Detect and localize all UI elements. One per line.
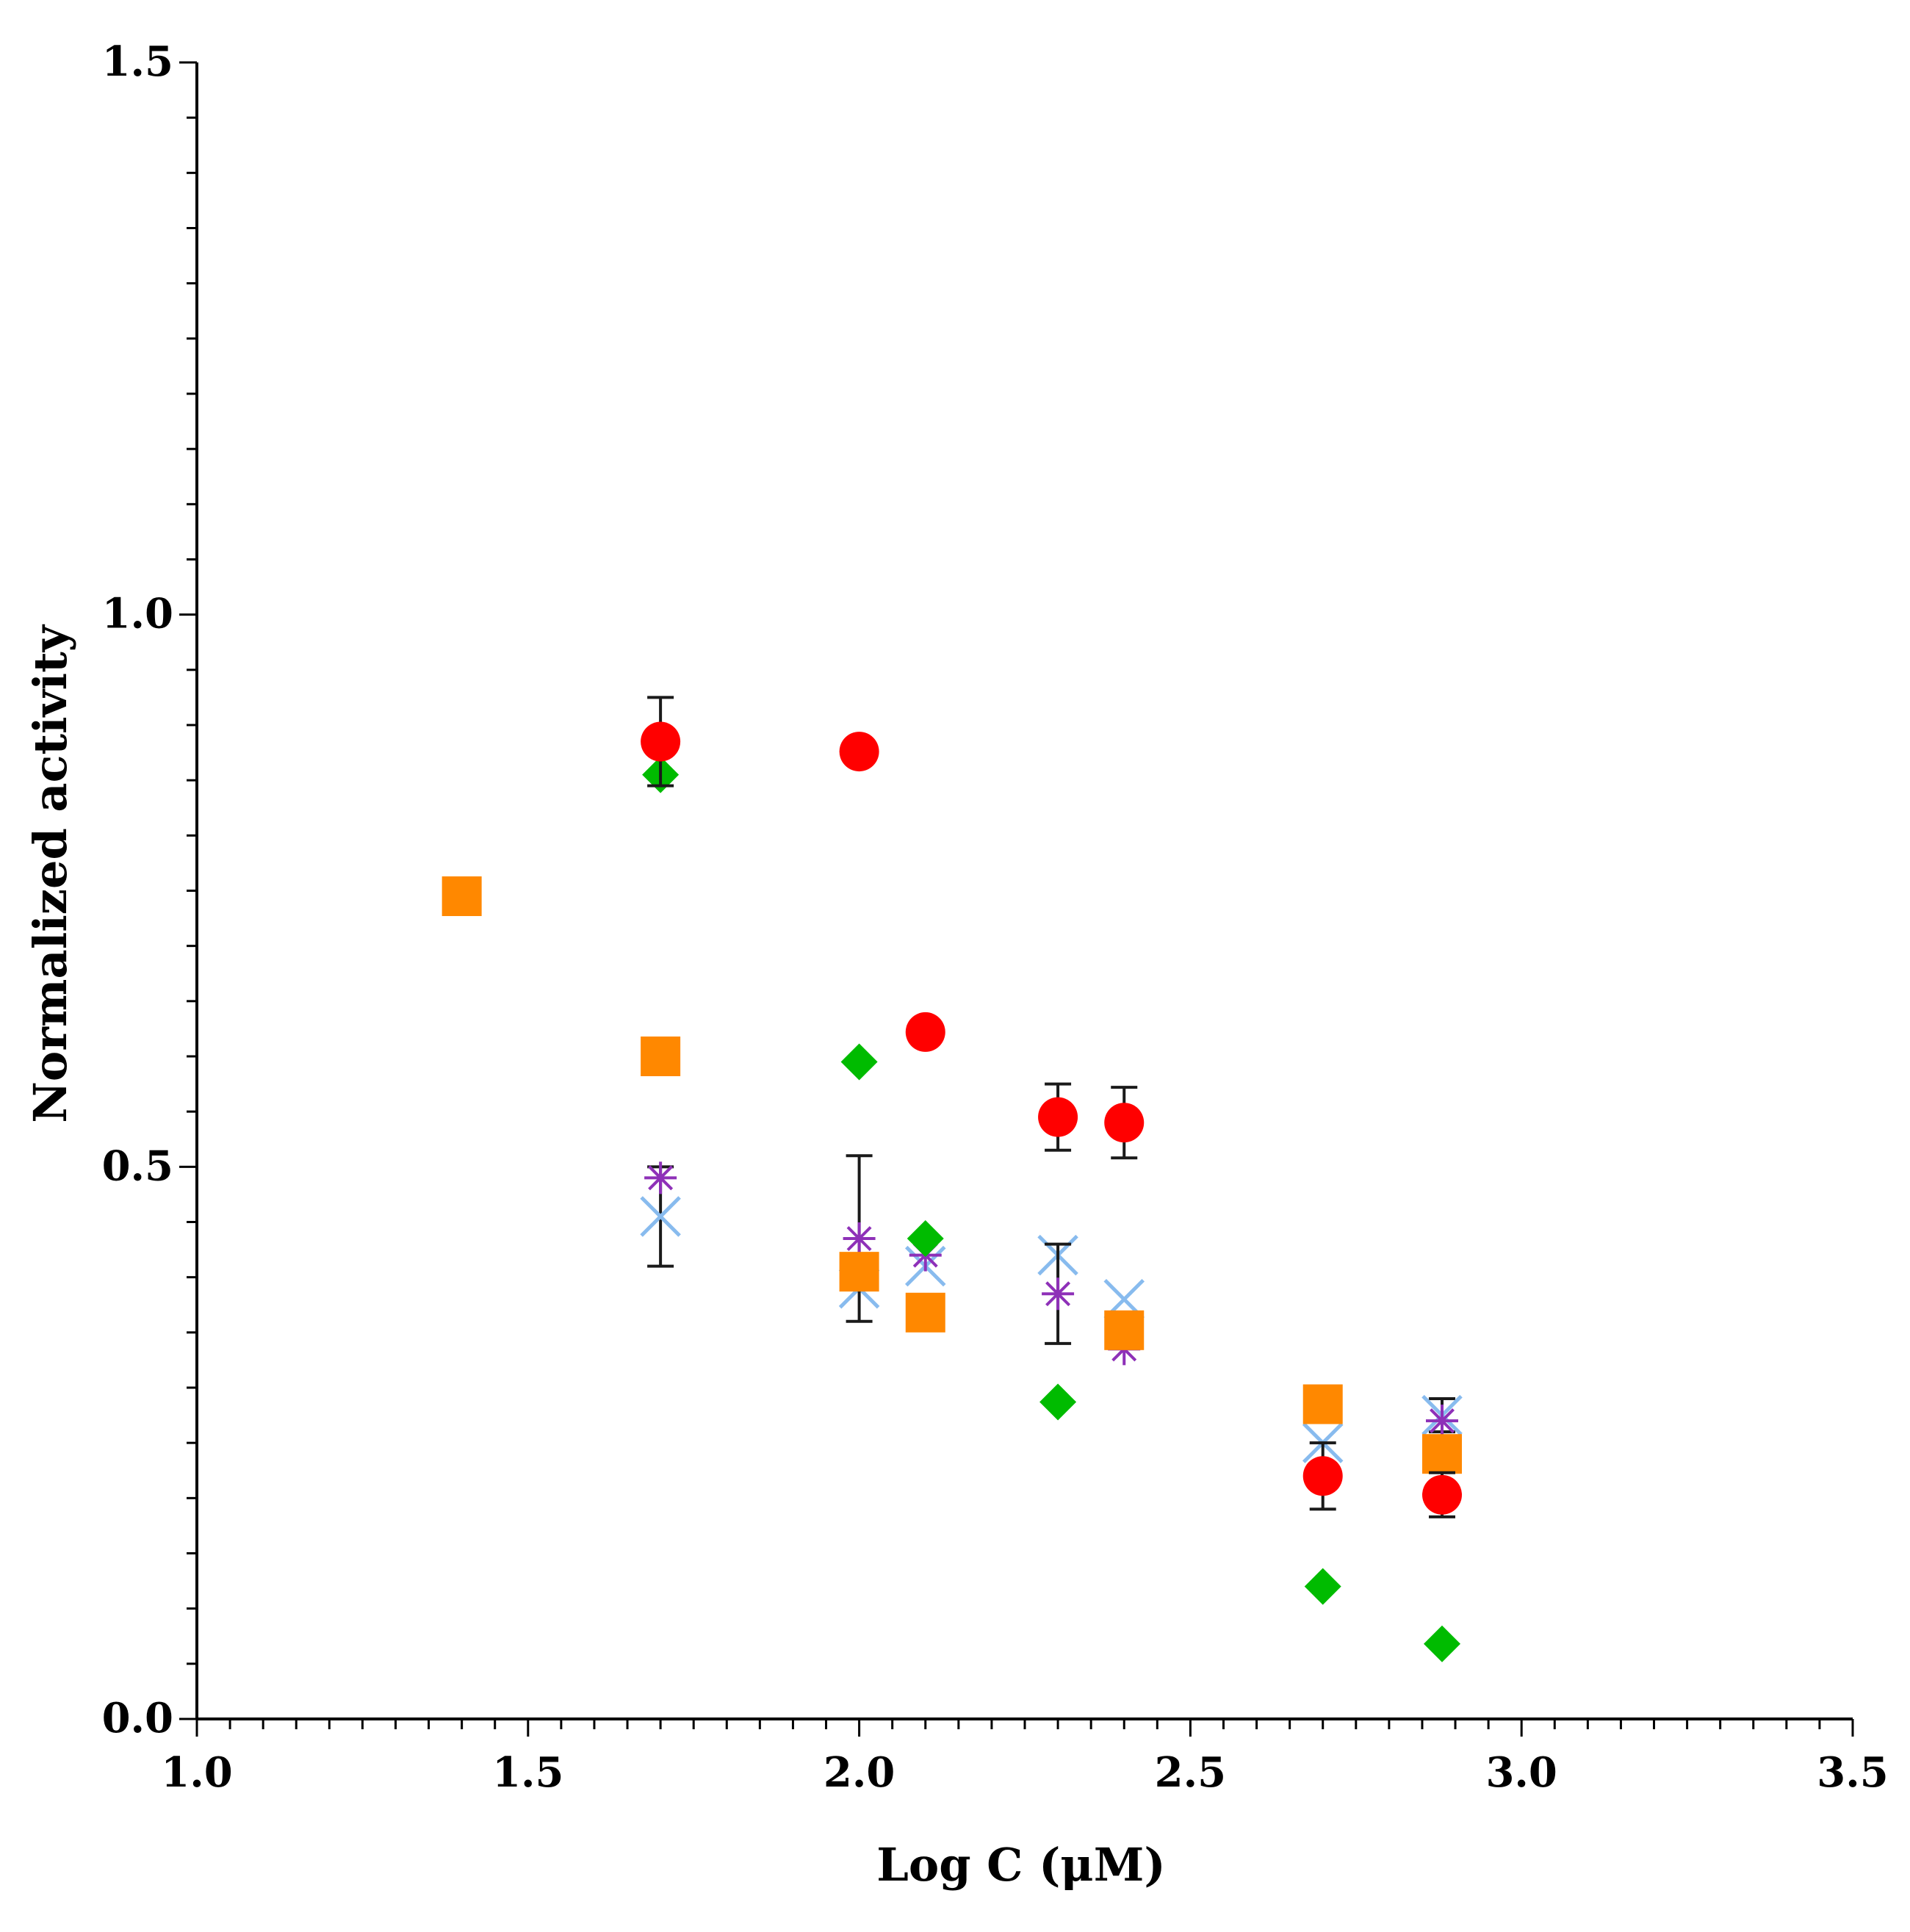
orange-squares-point [839, 1252, 879, 1292]
green-diamonds-point [907, 1220, 944, 1258]
axes-layer: 1.0 1.5 2.0 2.5 3.0 3.5 0.0 0.5 1.0 1.5 [102, 37, 1889, 1797]
orange-squares-point [1422, 1434, 1463, 1474]
purple-asterisks-point [644, 1161, 677, 1194]
red-circles-point [1302, 1456, 1343, 1496]
y-tick-label: 1.5 [102, 37, 173, 86]
red-circles-point [641, 721, 681, 762]
x-tick-label: 2.0 [824, 1748, 895, 1797]
purple-asterisks-point [1426, 1405, 1459, 1438]
x-tick-label: 2.5 [1155, 1748, 1226, 1797]
orange-squares-point [442, 876, 482, 917]
y-tick-label: 0.0 [102, 1694, 173, 1742]
blue-crosses-point [640, 1196, 681, 1237]
green-diamonds-point [1424, 1625, 1461, 1662]
y-axis-title: Normalized activity [24, 624, 77, 1122]
red-circles-point [1422, 1474, 1463, 1515]
purple-asterisks-point [843, 1222, 876, 1255]
x-tick-label: 3.0 [1485, 1748, 1557, 1797]
x-axis-title: Log C (μM) [876, 1838, 1166, 1892]
green-diamonds-point [1304, 1568, 1341, 1605]
orange-squares-point [1302, 1384, 1343, 1424]
orange-squares-point [905, 1292, 945, 1333]
green-diamonds-point [840, 1043, 878, 1081]
red-circles-point [1104, 1103, 1145, 1143]
orange-squares-point [641, 1037, 681, 1076]
red-circles-point [839, 732, 879, 772]
red-circles-point [905, 1012, 945, 1052]
y-tick-label: 1.0 [102, 590, 173, 638]
x-tick-label: 3.5 [1817, 1748, 1888, 1797]
x-tick-label: 1.5 [492, 1748, 563, 1797]
orange-squares-point [1104, 1310, 1145, 1350]
marks-layer [442, 696, 1463, 1662]
x-tick-label: 1.0 [161, 1748, 232, 1797]
purple-asterisks-point [1042, 1277, 1075, 1311]
y-tick-label: 0.5 [102, 1142, 173, 1190]
green-diamonds-point [1039, 1383, 1077, 1421]
red-circles-point [1038, 1097, 1078, 1137]
